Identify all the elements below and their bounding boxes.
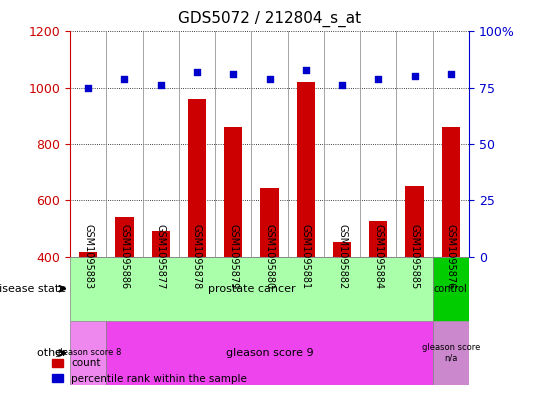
Text: GSM1095877: GSM1095877 (156, 224, 165, 289)
Point (301, 66, 310, 73)
Point (265, 75, 274, 82)
Bar (333, 242, 351, 257)
Point (156, 82, 165, 88)
Point (374, 75, 383, 82)
Bar (405, 186, 424, 257)
Bar (115, 217, 134, 257)
Text: GSM1095876: GSM1095876 (446, 224, 456, 289)
Text: GSM1095879: GSM1095879 (228, 224, 238, 289)
Text: control: control (434, 284, 468, 294)
FancyBboxPatch shape (433, 321, 469, 385)
Point (410, 73, 419, 80)
FancyBboxPatch shape (70, 321, 106, 385)
Point (192, 69, 201, 75)
Point (229, 71, 238, 77)
Point (338, 82, 347, 88)
FancyBboxPatch shape (106, 321, 433, 385)
Text: GSM1095880: GSM1095880 (265, 224, 274, 289)
Text: GSM1095881: GSM1095881 (301, 224, 311, 289)
Text: GSM1095882: GSM1095882 (337, 224, 347, 289)
Bar (188, 99, 206, 257)
Text: GSM1095884: GSM1095884 (374, 224, 383, 289)
Text: GSM1095886: GSM1095886 (120, 224, 129, 289)
Text: disease state: disease state (0, 284, 70, 294)
Text: GSM1095885: GSM1095885 (410, 224, 419, 289)
FancyBboxPatch shape (70, 257, 433, 321)
Text: other: other (37, 348, 70, 358)
Bar (442, 127, 460, 257)
Title: GDS5072 / 212804_s_at: GDS5072 / 212804_s_at (178, 11, 361, 27)
Bar (224, 127, 243, 257)
Bar (369, 221, 388, 257)
Text: GSM1095878: GSM1095878 (192, 224, 202, 289)
Point (84, 84, 93, 91)
Text: gleason score
n/a: gleason score n/a (421, 343, 480, 363)
Bar (79, 252, 97, 257)
Bar (260, 187, 279, 257)
FancyBboxPatch shape (433, 257, 469, 321)
Text: GSM1095883: GSM1095883 (83, 224, 93, 289)
Text: gleason score 9: gleason score 9 (226, 348, 313, 358)
Bar (151, 231, 170, 257)
Bar (296, 82, 315, 257)
Text: prostate cancer: prostate cancer (208, 284, 295, 294)
Point (120, 75, 129, 82)
Point (446, 71, 455, 77)
Legend: count, percentile rank within the sample: count, percentile rank within the sample (49, 354, 251, 388)
Text: gleason score 8: gleason score 8 (55, 349, 121, 358)
